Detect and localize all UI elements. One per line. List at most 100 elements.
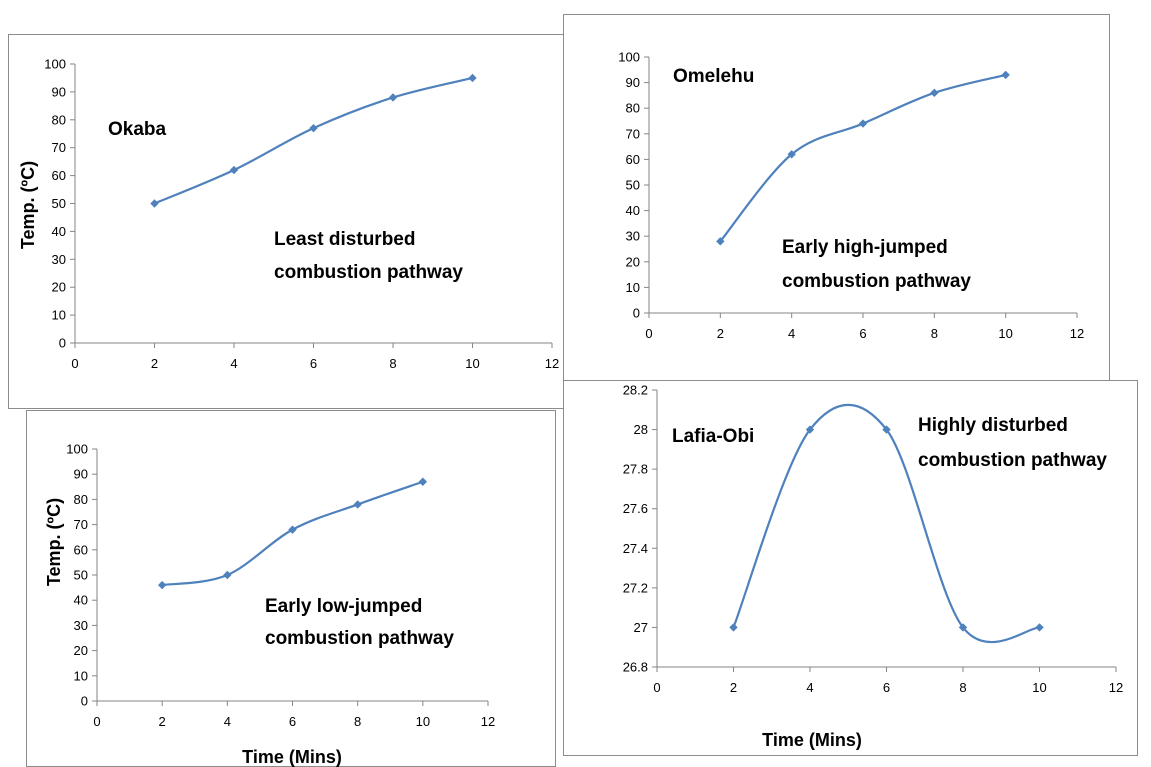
chart-panel-omelehu: [563, 14, 1110, 382]
omelehu-x-tick-label: 0: [645, 326, 652, 341]
lafia-obi-y-tick-label: 28: [634, 422, 648, 437]
lafia-obi-y-tick-label: 27.6: [623, 501, 648, 516]
early-low-y-tick-label: 40: [74, 593, 88, 608]
lafia-obi-x-tick-label: 2: [730, 680, 737, 695]
okaba-x-tick-label: 0: [71, 356, 78, 371]
okaba-title: Okaba: [108, 119, 167, 140]
early-low-x-tick-label: 6: [289, 714, 296, 729]
early-low-x-tick-label: 0: [93, 714, 100, 729]
early-low-data-point: [157, 580, 167, 590]
okaba-y-tick-label: 80: [52, 112, 66, 127]
early-low-x-axis-label: Time (Mins): [242, 747, 342, 767]
omelehu-x-tick-label: 2: [717, 326, 724, 341]
omelehu-y-tick-label: 20: [626, 254, 640, 269]
lafia-obi-x-axis-label: Time (Mins): [762, 730, 862, 750]
early-low-y-tick-label: 60: [74, 542, 88, 557]
okaba-y-tick-label: 20: [52, 280, 66, 295]
omelehu-y-tick-label: 90: [626, 75, 640, 90]
lafia-obi-data-point: [729, 623, 738, 632]
lafia-obi-x-tick-label: 6: [883, 680, 890, 695]
early-low-x-tick-label: 12: [481, 714, 495, 729]
okaba-y-tick-label: 60: [52, 168, 66, 183]
early-low-y-axis-label: Temp. (ºC): [44, 498, 64, 586]
lafia-obi-annotation-line-2: combustion pathway: [918, 450, 1107, 471]
okaba-y-axis-label: Temp. (ºC): [18, 161, 38, 249]
omelehu-annotation-line-1: Early high-jumped: [782, 237, 948, 258]
lafia-obi-data-point: [958, 623, 968, 632]
lafia-obi-x-tick-label: 10: [1032, 680, 1046, 695]
okaba-data-point: [229, 165, 239, 175]
lafia-obi-data-point: [882, 425, 891, 434]
okaba-data-point: [150, 199, 159, 208]
early-low-y-tick-label: 90: [74, 467, 88, 482]
early-low-x-tick-label: 4: [224, 714, 231, 729]
okaba-data-point: [468, 73, 477, 83]
okaba-y-tick-label: 10: [52, 308, 66, 323]
early-low-x-tick-label: 10: [416, 714, 430, 729]
omelehu-data-point: [787, 150, 796, 159]
okaba-data-point: [309, 123, 318, 133]
lafia-obi-y-tick-label: 26.8: [623, 660, 648, 675]
omelehu-y-tick-label: 50: [626, 178, 640, 193]
omelehu-x-tick-label: 6: [859, 326, 866, 341]
early-low-y-tick-label: 50: [74, 568, 88, 583]
omelehu-series-line: [719, 73, 1006, 243]
okaba-series-line: [154, 76, 473, 205]
omelehu-annotation-line-2: combustion pathway: [782, 271, 971, 292]
omelehu-data-point: [858, 119, 868, 128]
omelehu-x-tick-label: 4: [788, 326, 795, 341]
okaba-x-tick-label: 4: [230, 356, 237, 371]
okaba-y-tick-label: 40: [52, 224, 66, 239]
omelehu-data-point: [1001, 70, 1010, 80]
omelehu-data-point: [716, 237, 725, 246]
omelehu-y-tick-label: 80: [626, 101, 640, 116]
early-low-data-point: [353, 500, 362, 509]
lafia-obi-y-tick-label: 27.4: [623, 541, 648, 556]
okaba-annotation-line-2: combustion pathway: [274, 262, 463, 283]
chart-panel-okaba: [8, 34, 568, 409]
okaba-y-tick-label: 0: [59, 336, 66, 351]
omelehu-title: Omelehu: [673, 66, 754, 87]
omelehu-y-tick-label: 70: [626, 126, 640, 141]
omelehu-y-tick-label: 40: [626, 203, 640, 218]
lafia-obi-y-tick-label: 27: [634, 620, 648, 635]
okaba-y-tick-label: 100: [44, 57, 66, 72]
lafia-obi-series-line: [732, 403, 1040, 644]
omelehu-y-tick-label: 10: [626, 280, 640, 295]
okaba-data-point: [388, 93, 398, 102]
omelehu-y-tick-label: 0: [633, 306, 640, 321]
okaba-x-tick-label: 6: [310, 356, 317, 371]
early-low-data-point: [418, 477, 428, 486]
omelehu-x-tick-label: 12: [1070, 326, 1084, 341]
lafia-obi-x-tick-label: 4: [806, 680, 813, 695]
okaba-x-tick-label: 2: [151, 356, 158, 371]
early-low-data-point: [288, 525, 297, 534]
early-low-y-tick-label: 0: [81, 694, 88, 709]
omelehu-y-tick-label: 30: [626, 229, 640, 244]
okaba-y-tick-label: 50: [52, 196, 66, 211]
okaba-annotation-line-1: Least disturbed: [274, 229, 415, 250]
omelehu-y-tick-label: 100: [618, 50, 640, 65]
omelehu-data-point: [930, 88, 939, 98]
early-low-x-tick-label: 8: [354, 714, 361, 729]
chart-panel-lafia-obi: [563, 380, 1138, 756]
okaba-x-tick-label: 12: [545, 356, 559, 371]
okaba-y-tick-label: 30: [52, 252, 66, 267]
early-low-y-tick-label: 70: [74, 517, 88, 532]
early-low-y-tick-label: 30: [74, 618, 88, 633]
lafia-obi-y-tick-label: 27.8: [623, 462, 648, 477]
early-low-y-tick-label: 100: [66, 442, 88, 457]
early-low-x-tick-label: 2: [159, 714, 166, 729]
lafia-obi-x-tick-label: 8: [959, 680, 966, 695]
lafia-obi-x-tick-label: 12: [1109, 680, 1123, 695]
lafia-obi-title: Lafia-Obi: [672, 426, 754, 447]
omelehu-y-tick-label: 60: [626, 152, 640, 167]
lafia-obi-y-tick-label: 27.2: [623, 580, 648, 595]
lafia-obi-y-tick-label: 28.2: [623, 383, 648, 398]
early-low-y-tick-label: 20: [74, 643, 88, 658]
early-low-annotation-line-2: combustion pathway: [265, 628, 454, 649]
okaba-x-tick-label: 8: [389, 356, 396, 371]
early-low-annotation-line-1: Early low-jumped: [265, 596, 422, 617]
early-low-y-tick-label: 80: [74, 492, 88, 507]
